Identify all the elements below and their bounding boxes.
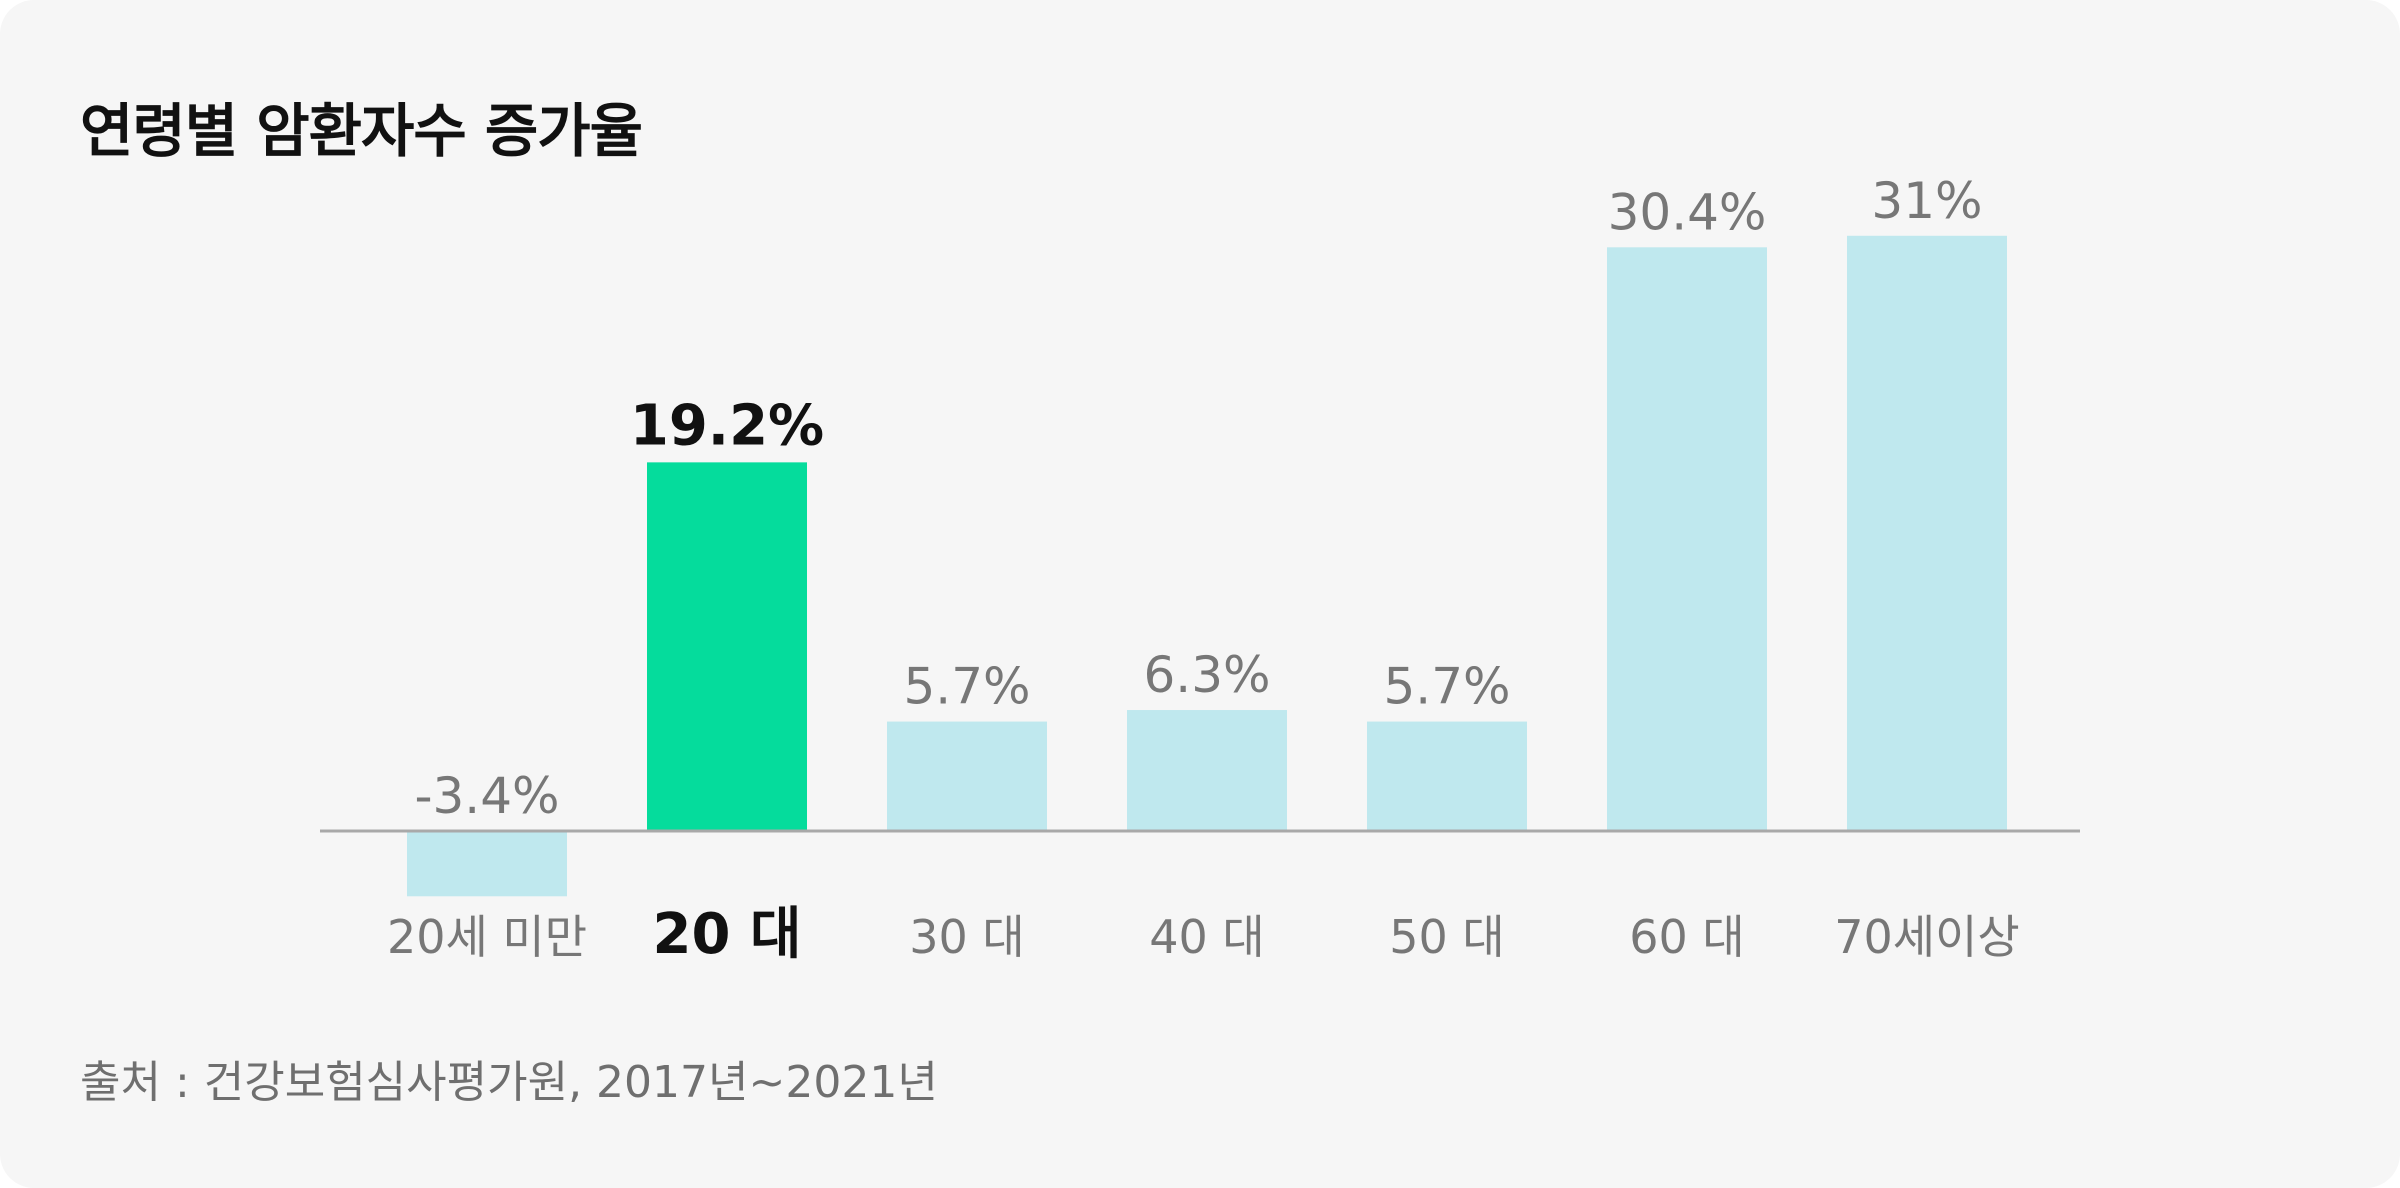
highlight-bar: [647, 462, 807, 831]
value-label: 6.3%: [1143, 646, 1270, 704]
value-label: -3.4%: [414, 767, 559, 825]
source-note: 출처 : 건강보험심사평가원, 2017년~2021년: [80, 1057, 938, 1108]
value-label: 5.7%: [903, 658, 1030, 716]
value-label: 31%: [1871, 172, 1982, 230]
bar: [1127, 710, 1287, 831]
chart-title: 연령별 암환자수 증가율: [80, 97, 643, 165]
category-label: 60 대: [1629, 910, 1744, 964]
bar: [1607, 247, 1767, 831]
category-label: 20세 미만: [387, 910, 587, 964]
bar: [887, 721, 1047, 831]
bar: [407, 831, 567, 897]
category-label: 50 대: [1389, 910, 1504, 964]
category-label: 20 대: [653, 902, 802, 967]
category-label: 70세이상: [1834, 910, 2020, 964]
value-label: 30.4%: [1608, 183, 1767, 241]
value-label: 19.2%: [630, 393, 824, 458]
category-label: 40 대: [1149, 910, 1264, 964]
value-label: 5.7%: [1383, 658, 1510, 716]
bar: [1847, 235, 2007, 832]
bar: [1367, 721, 1527, 831]
category-label: 30 대: [909, 910, 1024, 964]
